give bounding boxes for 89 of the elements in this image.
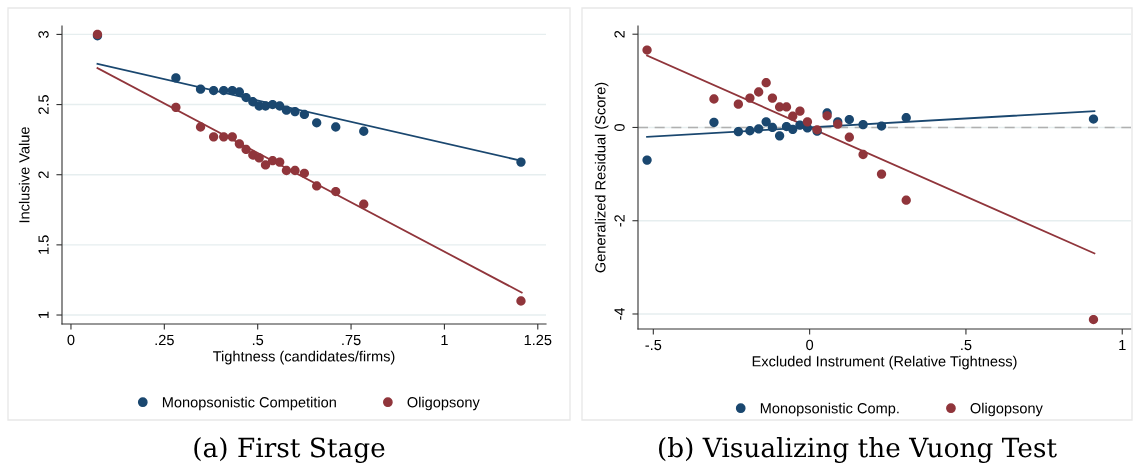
point [844,114,854,125]
point [1088,314,1099,325]
legend-label: Oligopsony [407,396,480,411]
x-tick-label: .25 [155,334,174,346]
point [234,87,245,97]
point [299,109,310,120]
point [516,296,526,306]
x-tick-label: 1 [1119,339,1126,350]
point [745,93,755,103]
point [359,199,369,209]
point [275,157,285,167]
point [281,165,292,176]
x-axis-title: Excluded Instrument (Relative Tightness) [752,355,1017,370]
x-tick-label: 0 [806,339,814,351]
point [901,195,911,205]
point [227,132,237,142]
point [219,132,229,142]
point [359,126,369,136]
y-tick-label: 2.5 [38,95,49,114]
y-axis-title: Inclusive Value [18,127,30,223]
point [290,165,300,176]
text: (b) Visualizing the Vuong Test [659,437,1057,463]
point [208,132,219,142]
point [299,168,310,178]
point [281,105,292,115]
x-tick-label: 0 [67,334,75,346]
point [767,122,778,133]
y-tick-label: 0 [614,123,625,131]
point [901,113,911,123]
legend-label: Oligopsony [970,402,1043,417]
point [241,92,251,103]
point [642,45,652,55]
point [208,85,219,96]
point [171,73,181,83]
point [254,153,264,163]
point [195,84,206,94]
point [195,122,206,132]
point [876,169,887,179]
point [331,186,341,197]
point [774,131,785,141]
y-axis-title: Generalized Residual (Score) [594,82,609,273]
point [795,106,805,116]
y-tick-label: -4 [614,307,625,320]
x-tick-label: .5 [252,334,264,346]
point [709,117,719,127]
point [312,118,322,128]
x-tick-label: 1 [441,334,448,345]
point [234,139,245,149]
y-tick-label: 1.5 [38,235,49,254]
point [709,94,719,104]
x-tick-label: .75 [342,334,361,346]
point [1088,114,1099,124]
point [858,120,868,130]
text: (a) First Stage [194,437,385,463]
point [754,124,764,134]
point [745,126,755,136]
point [219,85,229,96]
point [312,181,322,191]
x-axis-title: Tightness (candidates/firms) [213,350,395,365]
y-tick-label: 2 [38,171,49,179]
point [788,124,798,134]
point [802,117,813,127]
x-tick-label: -.5 [645,339,662,351]
legend-label: Monopsonistic Competition [162,396,336,411]
point [767,93,778,103]
point [260,160,271,170]
point [788,111,798,121]
point [642,155,652,165]
point [241,144,251,155]
point [733,99,744,109]
point [290,106,300,117]
y-tick-label: 3 [38,31,49,38]
x-tick-label: .5 [961,339,972,351]
point [858,149,868,160]
x-tick-label: 1.25 [524,334,552,346]
point [733,127,744,137]
point [275,101,285,111]
point [754,87,764,97]
legend-label: Monopsonistic Comp. [760,402,899,417]
point [331,122,341,132]
point [171,102,181,113]
point [761,78,771,88]
point [516,157,526,167]
point [761,117,771,127]
point [876,121,887,131]
point [844,132,854,142]
y-tick-label: 2 [614,30,625,38]
y-tick-label: -2 [614,214,625,227]
y-tick-label: 1 [38,311,49,318]
